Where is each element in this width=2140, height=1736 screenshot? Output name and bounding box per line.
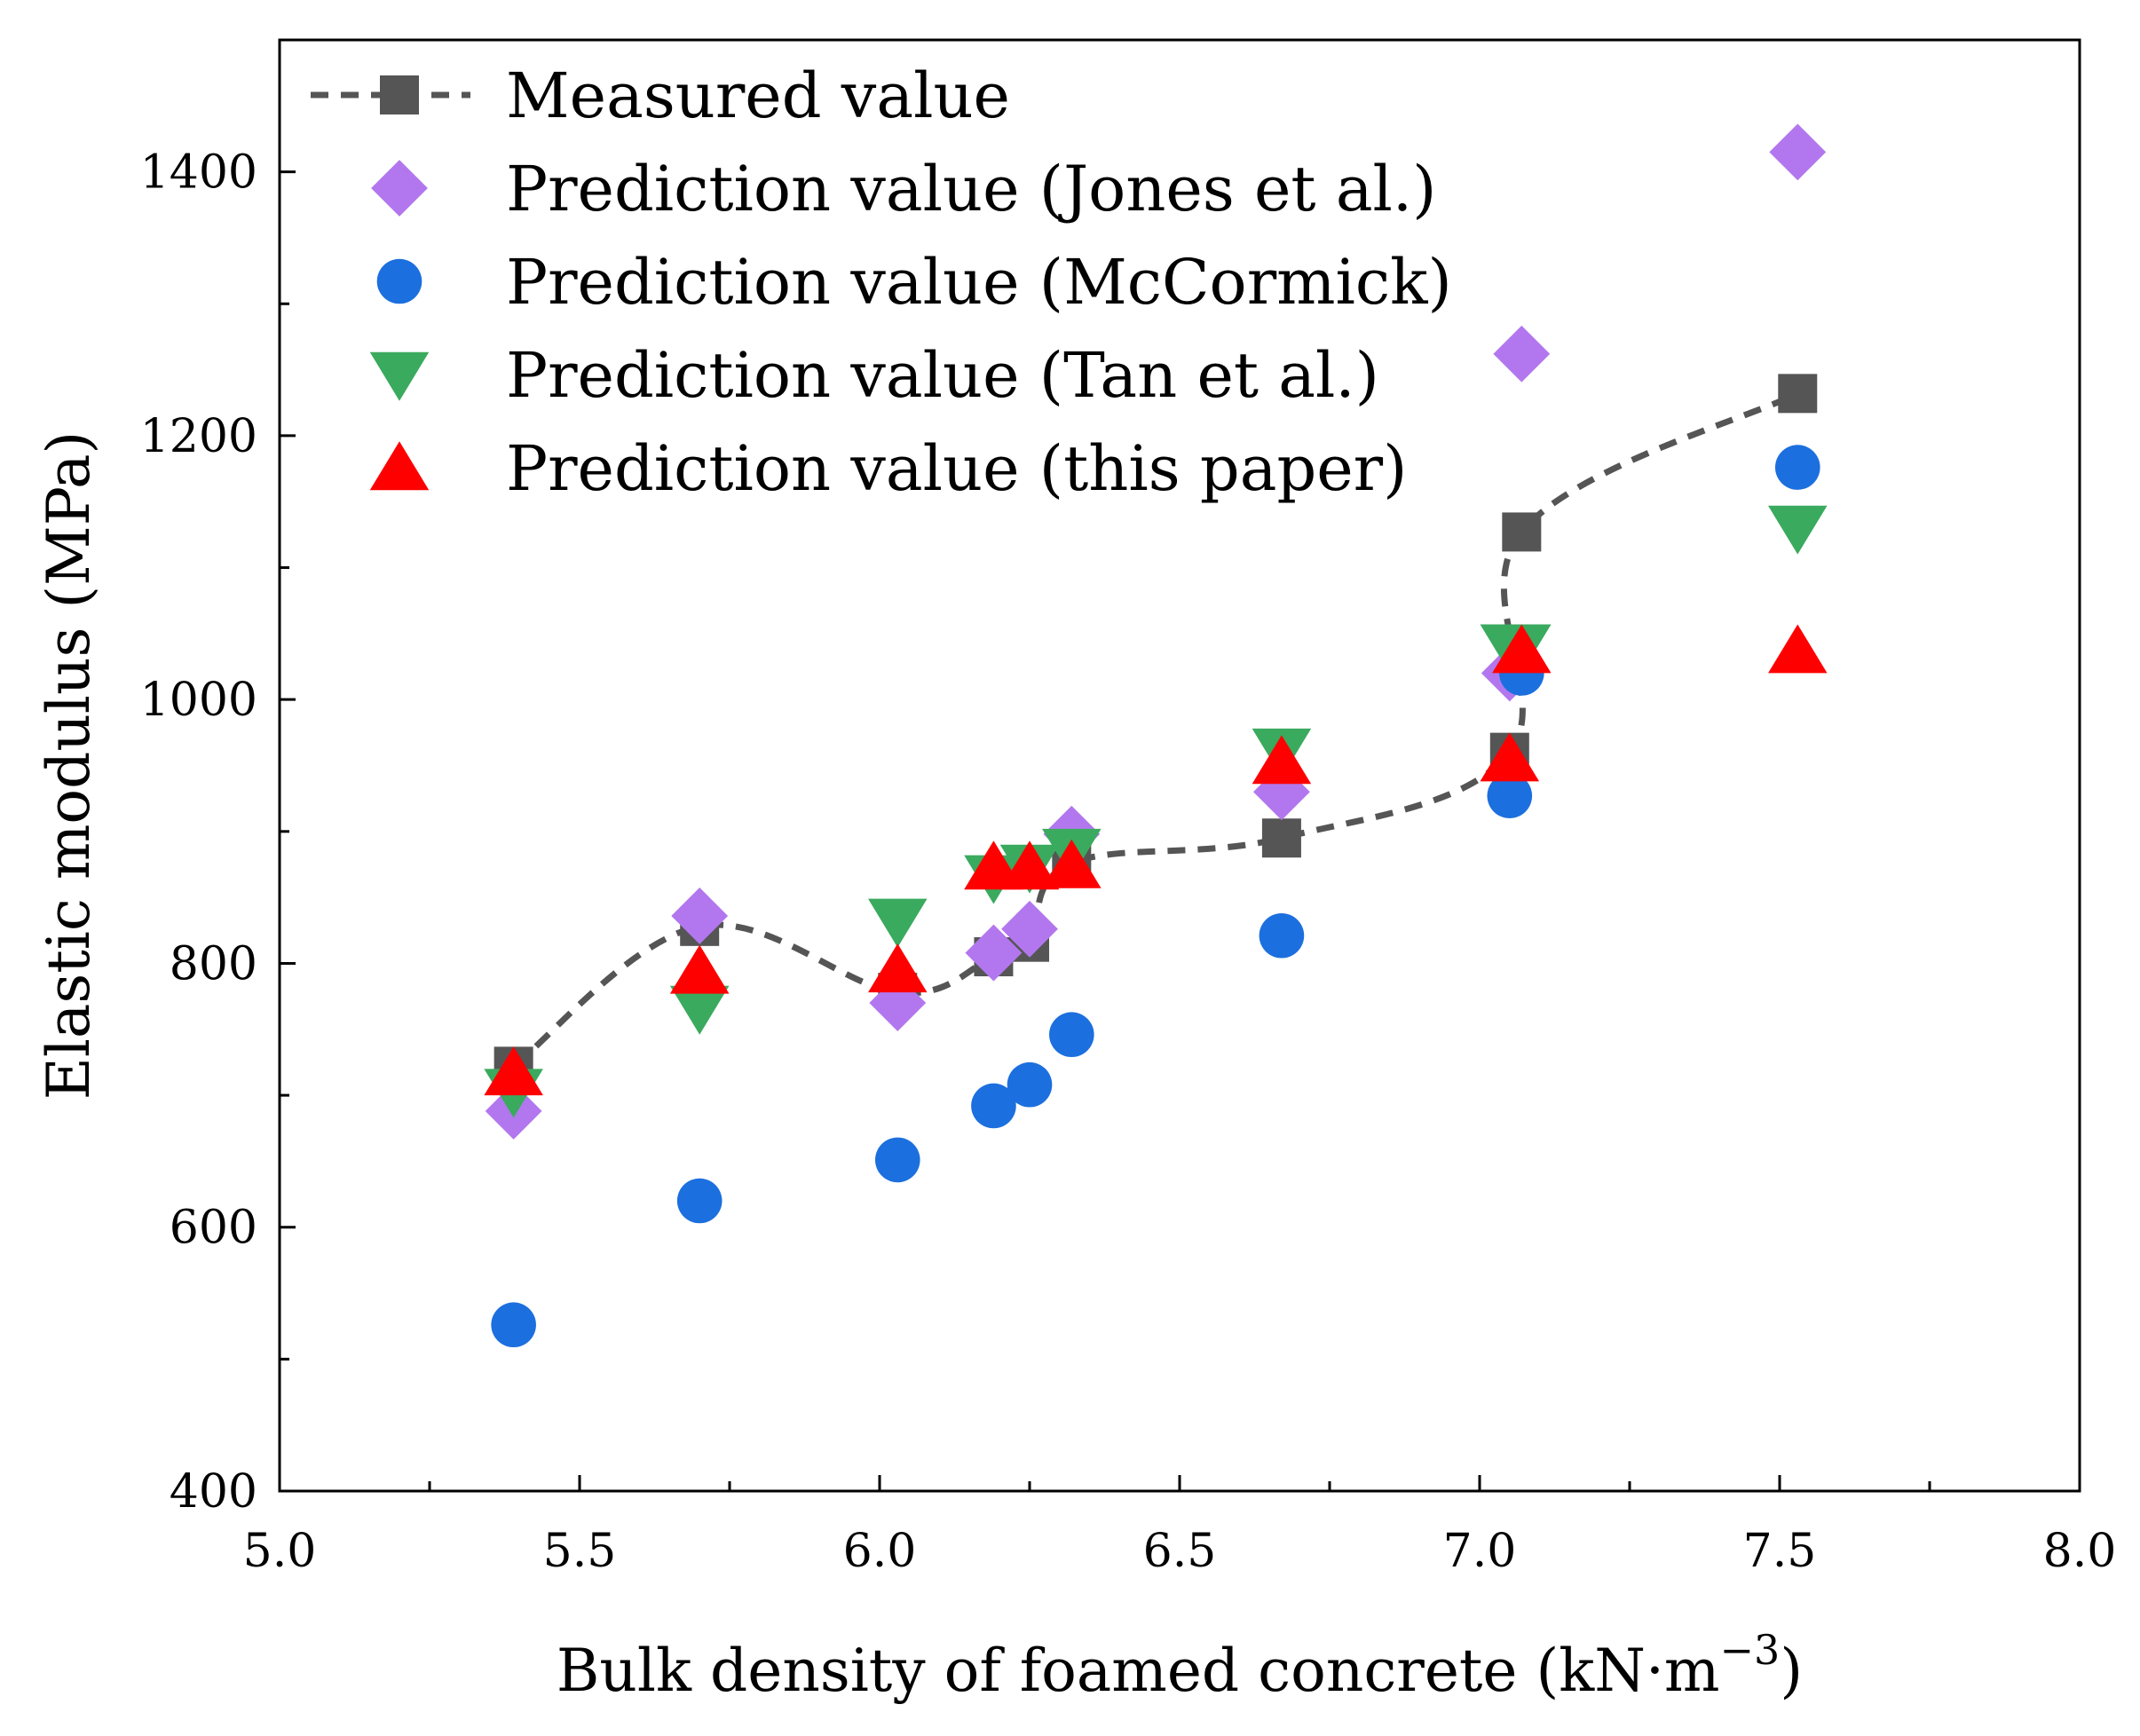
- y-tick-label: 800: [170, 937, 257, 990]
- data-point-diamond: [965, 924, 1023, 982]
- x-tick-label: 7.0: [1443, 1525, 1517, 1578]
- data-point-triangle-up: [1042, 839, 1102, 888]
- data-point-circle: [1049, 1012, 1094, 1058]
- data-point-circle: [971, 1083, 1016, 1129]
- data-point-circle: [1487, 773, 1533, 818]
- data-point-diamond: [1493, 325, 1551, 383]
- y-tick-label: 600: [170, 1202, 257, 1255]
- y-tick-label: 1000: [140, 674, 257, 727]
- x-tick-label: 8.0: [2043, 1525, 2117, 1578]
- legend-label: Prediction value (McCormick): [506, 246, 1452, 319]
- legend-marker-circle: [376, 258, 422, 304]
- legend-label: Prediction value (Jones et al.): [506, 153, 1437, 225]
- data-point-triangle-up: [669, 944, 730, 994]
- data-point-circle: [491, 1302, 536, 1348]
- data-point-diamond: [671, 888, 729, 944]
- data-point-circle: [1007, 1061, 1053, 1108]
- data-point-square: [1261, 818, 1301, 858]
- data-point-diamond: [1769, 123, 1827, 181]
- legend-marker-triangle-down: [369, 351, 430, 401]
- y-tick-label: 1200: [140, 410, 257, 463]
- x-tick-label: 5.0: [243, 1525, 317, 1578]
- data-point-triangle-down: [1768, 505, 1828, 555]
- x-axis-title-main: Bulk density of foamed concrete (kN·m: [557, 1637, 1720, 1705]
- data-point-circle: [874, 1137, 920, 1183]
- data-point-circle: [1259, 912, 1305, 959]
- x-tick-label: 6.5: [1143, 1525, 1217, 1578]
- x-tick-label: 5.5: [543, 1525, 617, 1578]
- y-tick-label: 1400: [140, 146, 257, 200]
- data-point-triangle-up: [868, 943, 928, 993]
- legend: Measured value Prediction value (Jones et…: [311, 59, 1452, 505]
- data-point-triangle-up: [999, 840, 1060, 890]
- data-point-square: [1778, 374, 1818, 414]
- data-point-square: [1502, 512, 1542, 552]
- x-axis-title-exponent: −3: [1720, 1626, 1781, 1674]
- x-tick-label: 6.0: [843, 1525, 917, 1578]
- legend-label: Prediction value (Tan et al.): [506, 339, 1379, 412]
- data-point-triangle-up: [1252, 735, 1312, 785]
- legend-marker-triangle-up: [369, 441, 430, 491]
- data-point-triangle-up: [1480, 732, 1540, 782]
- y-axis-title: Elastic modulus (MPa): [35, 431, 103, 1101]
- data-point-triangle-up: [1768, 624, 1828, 674]
- data-point-diamond: [1001, 900, 1058, 958]
- data-point-circle: [676, 1178, 723, 1224]
- data-point-circle: [1774, 445, 1820, 490]
- y-tick-label: 400: [170, 1465, 257, 1519]
- x-tick-label: 7.5: [1743, 1525, 1817, 1578]
- x-axis-title-close: ): [1780, 1637, 1803, 1705]
- data-point-triangle-down: [669, 985, 730, 1035]
- legend-label: Measured value: [506, 59, 1010, 132]
- legend-marker-square: [380, 75, 419, 114]
- x-axis-title: Bulk density of foamed concrete (kN·m−3): [557, 1626, 1803, 1705]
- data-point-triangle-down: [868, 898, 928, 948]
- data-point-triangle-up: [1492, 624, 1552, 674]
- legend-label: Prediction value (this paper): [506, 432, 1407, 505]
- legend-marker-diamond: [371, 160, 428, 217]
- series-line-measured: [511, 391, 1799, 1069]
- data-point-triangle-up: [484, 1046, 543, 1096]
